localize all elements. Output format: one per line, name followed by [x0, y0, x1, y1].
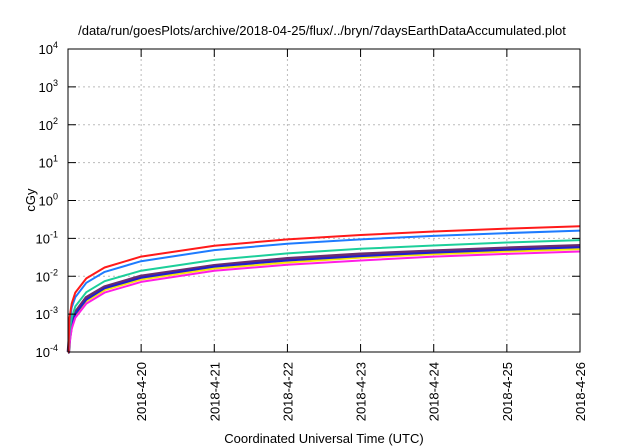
x-tick-label: 2018-4-25	[500, 362, 515, 421]
x-tick-label: 2018-4-23	[354, 362, 369, 421]
y-axis-label: cGy	[23, 188, 38, 212]
y-tick-label: 101	[39, 154, 58, 171]
y-tick-label: 10-1	[36, 229, 58, 246]
y-tick-label: 104	[39, 40, 58, 57]
y-tick-label: 100	[39, 192, 58, 209]
y-tick-label: 10-2	[36, 267, 58, 284]
series-lines	[66, 225, 581, 354]
y-tick-label: 103	[39, 78, 58, 95]
plot-frame	[67, 48, 581, 353]
series-line-yellow	[67, 248, 581, 353]
axes: 10-4 10-3 10-2 10-1 100 101 102 103 104 2018-4-20…	[36, 40, 588, 421]
y-tick-label: 102	[39, 116, 58, 133]
x-axis-label: Coordinated Universal Time (UTC)	[224, 431, 423, 446]
x-tick-label: 2018-4-22	[280, 362, 295, 421]
chart-title: /data/run/goesPlots/archive/2018-04-25/f…	[78, 23, 566, 38]
y-tick-label: 10-4	[36, 343, 58, 360]
x-tick-label: 2018-4-26	[573, 362, 588, 421]
series-line-red	[67, 225, 581, 353]
grid	[68, 49, 580, 352]
series-line-magenta	[67, 250, 581, 353]
y-tick-label: 10-3	[36, 305, 58, 322]
x-tick-label: 2018-4-24	[427, 362, 442, 421]
x-tick-label: 2018-4-21	[207, 362, 222, 421]
x-tick-label: 2018-4-20	[134, 362, 149, 421]
